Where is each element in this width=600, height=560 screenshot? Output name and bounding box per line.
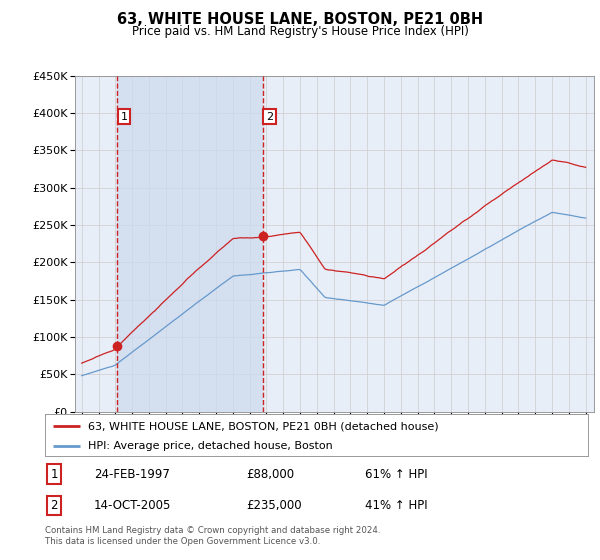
Text: 1: 1: [121, 111, 128, 122]
Text: Contains HM Land Registry data © Crown copyright and database right 2024.
This d: Contains HM Land Registry data © Crown c…: [45, 526, 380, 546]
Text: Price paid vs. HM Land Registry's House Price Index (HPI): Price paid vs. HM Land Registry's House …: [131, 25, 469, 38]
Text: 24-FEB-1997: 24-FEB-1997: [94, 468, 170, 480]
Text: 63, WHITE HOUSE LANE, BOSTON, PE21 0BH (detached house): 63, WHITE HOUSE LANE, BOSTON, PE21 0BH (…: [88, 421, 439, 431]
Text: £235,000: £235,000: [246, 499, 302, 512]
Text: 14-OCT-2005: 14-OCT-2005: [94, 499, 171, 512]
Text: 63, WHITE HOUSE LANE, BOSTON, PE21 0BH: 63, WHITE HOUSE LANE, BOSTON, PE21 0BH: [117, 12, 483, 27]
Text: 1: 1: [50, 468, 58, 480]
Text: 2: 2: [50, 499, 58, 512]
Bar: [118, 76, 263, 412]
Text: HPI: Average price, detached house, Boston: HPI: Average price, detached house, Bost…: [88, 441, 333, 451]
Text: £88,000: £88,000: [246, 468, 294, 480]
Text: 2: 2: [266, 111, 273, 122]
Text: 61% ↑ HPI: 61% ↑ HPI: [365, 468, 428, 480]
Text: 41% ↑ HPI: 41% ↑ HPI: [365, 499, 428, 512]
